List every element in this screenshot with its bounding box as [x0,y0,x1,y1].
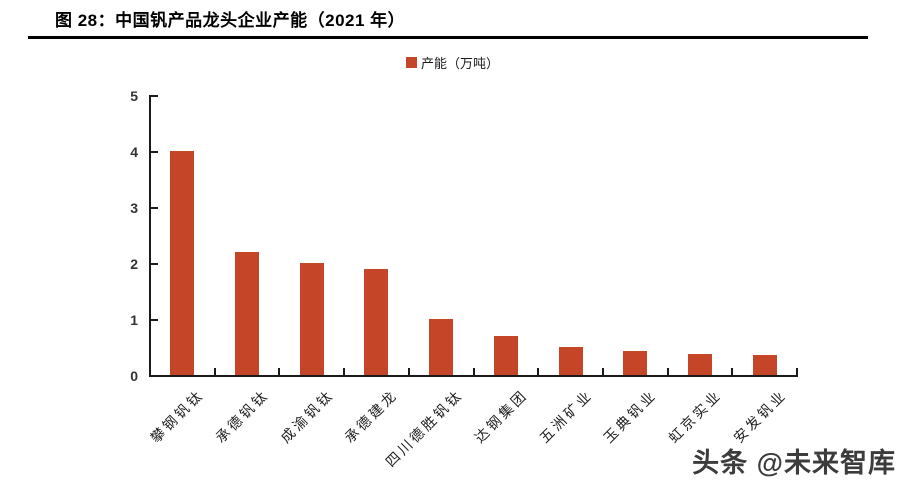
watermark-text: 头条 @未来智库 [692,448,896,478]
bar-5 [429,319,454,375]
x-axis-tick [666,368,669,375]
y-axis-tick-label: 4 [130,144,138,160]
figure-title: 图 28：中国钒产品龙头企业产能（2021 年） [55,11,406,30]
x-axis-category-label: 玉典钒业 [600,386,660,446]
chart-legend: 产能（万吨） [406,53,499,72]
x-axis-tick [278,368,281,375]
y-axis-tick [151,151,158,153]
y-axis-tick-label: 2 [130,256,138,272]
x-axis-line [149,375,798,377]
x-axis-category-label: 安发钒业 [729,386,790,446]
bar-2 [235,251,260,375]
y-axis-tick-label: 5 [130,88,138,104]
x-axis-tick [407,368,410,375]
bar-6 [493,335,518,375]
y-axis-line [149,95,151,377]
y-axis-tick-label: 1 [130,312,138,328]
x-axis-tick [796,368,798,375]
y-axis-tick [151,95,158,97]
x-axis-category-label: 成渝钒钛 [277,386,337,446]
y-axis-tick-label: 0 [130,368,138,384]
x-axis-tick [213,368,216,375]
bar-4 [364,268,389,375]
legend-label: 产能（万吨） [421,56,500,71]
x-axis-category-label: 达钢集团 [471,386,531,446]
y-axis-tick [151,263,158,265]
x-axis-tick [601,368,604,375]
title-underline [28,36,868,39]
y-axis-tick [151,207,158,209]
x-axis-tick [537,368,540,375]
legend-marker-swatch [406,57,417,68]
bar-10 [752,355,777,375]
x-axis-category-label: 攀钢钒钛 [147,386,208,446]
x-axis-tick [343,368,346,375]
y-axis-tick [151,319,158,321]
x-axis-tick [731,368,734,375]
bar-3 [299,263,324,375]
bar-1 [170,151,195,375]
y-axis-tick [151,375,158,377]
x-axis-category-label: 承德建龙 [341,386,402,446]
x-axis-tick [472,368,475,375]
x-axis-category-label: 五洲矿业 [535,386,596,446]
bar-7 [558,347,583,375]
y-axis-tick-label: 3 [130,200,138,216]
bar-9 [687,353,712,375]
x-axis-category-label: 承德钒钛 [212,386,272,446]
bar-8 [623,351,648,375]
x-axis-category-label: 虹京实业 [665,386,725,446]
